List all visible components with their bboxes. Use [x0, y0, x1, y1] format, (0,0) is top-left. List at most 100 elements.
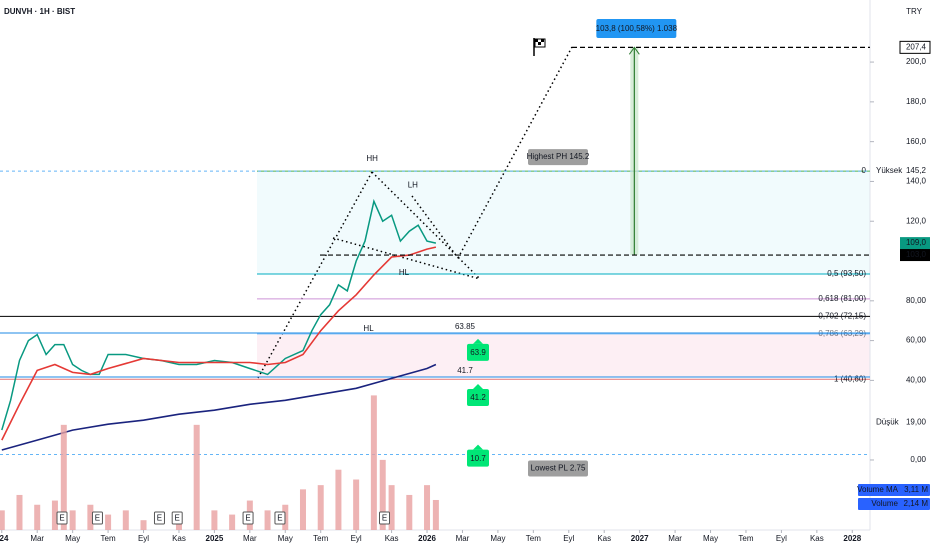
x-tick-label: Eyl: [138, 534, 149, 543]
x-tick-label: Tem: [526, 534, 541, 543]
moving-average: [1, 363, 437, 451]
volume-bar: [388, 485, 395, 530]
level-box: [528, 149, 588, 166]
volume-bar: [140, 520, 147, 530]
volume-bar: [87, 504, 94, 530]
axis-marker-label: 207,4: [906, 42, 927, 51]
x-tick-label: 2026: [418, 534, 436, 543]
earnings-box: [56, 511, 68, 525]
y-tick-label: 60,00: [906, 336, 927, 345]
volume-bar: [211, 510, 218, 530]
earnings-label: E: [59, 514, 64, 523]
legend-box: [858, 484, 930, 496]
x-tick-label: Mar: [456, 534, 470, 543]
axis-marker-label: 103,0: [906, 250, 927, 259]
legend-name: Volume MA: [857, 485, 899, 494]
pivot-label: HH: [366, 154, 378, 163]
earnings-box: [379, 511, 391, 525]
axis-marker-label: 19,00: [906, 417, 927, 426]
fib-label: 0,702 (72,15): [818, 312, 866, 321]
volume-bar: [193, 424, 200, 530]
volume-bar: [406, 494, 413, 530]
pivot-label: LH: [408, 180, 418, 189]
volume-bar: [105, 514, 112, 530]
x-tick-label: May: [278, 534, 293, 543]
earnings-box: [171, 511, 183, 525]
x-tick-label: 2027: [631, 534, 649, 543]
x-tick-label: Mar: [30, 534, 44, 543]
signal-box: [467, 449, 489, 467]
x-tick-label: 024: [0, 534, 9, 543]
earnings-label: E: [157, 514, 162, 523]
target-arrowhead: [628, 46, 640, 55]
earnings-label: E: [277, 514, 282, 523]
volume-bar: [229, 514, 236, 530]
currency: TRY: [906, 7, 923, 16]
x-tick-label: 2025: [206, 534, 224, 543]
x-tick-label: Eyl: [776, 534, 787, 543]
trend-line: [257, 171, 373, 379]
x-tick-label: Kas: [385, 534, 399, 543]
earnings-box: [274, 511, 286, 525]
signal-arrow: [473, 338, 483, 344]
axis-marker: [899, 40, 931, 54]
trend-line: [371, 171, 481, 280]
volume-bar: [51, 500, 58, 530]
earnings-box: [91, 511, 103, 525]
trend-line: [411, 195, 459, 259]
zone-label: 41.7: [457, 366, 473, 375]
fib-label: 0,5 (93,50): [827, 269, 866, 278]
demand-zone: [257, 332, 870, 378]
axis-marker-name: Düşük: [876, 417, 900, 426]
target-box: [596, 19, 677, 38]
signal-box: [467, 343, 489, 361]
volume-bar: [34, 504, 41, 530]
y-tick-label: 0,00: [910, 455, 926, 464]
volume-bar: [432, 499, 439, 530]
volume-bar: [317, 485, 324, 530]
pivot-label: HL: [363, 324, 374, 333]
volume-bar: [353, 479, 360, 530]
volume-bar: [264, 510, 271, 530]
volume-bar: [335, 469, 342, 530]
x-tick-label: Eyl: [351, 534, 362, 543]
fib-zone: [257, 171, 870, 274]
x-tick-label: Kas: [597, 534, 611, 543]
signal-box: [467, 389, 489, 407]
zone-label: 63.85: [455, 322, 476, 331]
level-box: [528, 460, 588, 477]
earnings-label: E: [245, 514, 250, 523]
x-tick-label: 2028: [843, 534, 861, 543]
y-tick-label: 40,00: [906, 375, 927, 384]
volume-bar: [424, 485, 431, 530]
level-label: Highest PH 145.2: [527, 152, 590, 161]
trend-line: [332, 237, 481, 280]
volume-bar: [60, 424, 67, 530]
legend-name: Volume: [871, 499, 898, 508]
axis-marker-name: Yüksek: [876, 166, 903, 175]
earnings-label: E: [175, 514, 180, 523]
signal-arrow: [473, 444, 483, 450]
x-tick-label: Kas: [172, 534, 186, 543]
axis-marker-label: 109,0: [906, 238, 927, 247]
signal-label: 10.7: [470, 454, 486, 463]
legend-value: 3,11 M: [904, 485, 928, 494]
x-tick-label: May: [65, 534, 80, 543]
x-tick-label: May: [490, 534, 505, 543]
volume-bar: [299, 489, 306, 530]
legend-value: 2,14 M: [904, 499, 929, 508]
x-tick-label: Tem: [738, 534, 753, 543]
x-tick-label: Mar: [243, 534, 257, 543]
y-tick-label: 80,00: [906, 296, 927, 305]
target-label: 103,8 (100,58%) 1.038: [596, 24, 678, 33]
y-tick-label: 120,0: [906, 216, 927, 225]
volume-bar: [69, 510, 76, 530]
volume-bar: [0, 510, 5, 530]
y-tick-label: 200,0: [906, 57, 927, 66]
fib-label: 0,786 (63,29): [818, 329, 866, 338]
earnings-box: [153, 511, 165, 525]
x-tick-label: Kas: [810, 534, 824, 543]
volume-bar: [379, 459, 386, 530]
